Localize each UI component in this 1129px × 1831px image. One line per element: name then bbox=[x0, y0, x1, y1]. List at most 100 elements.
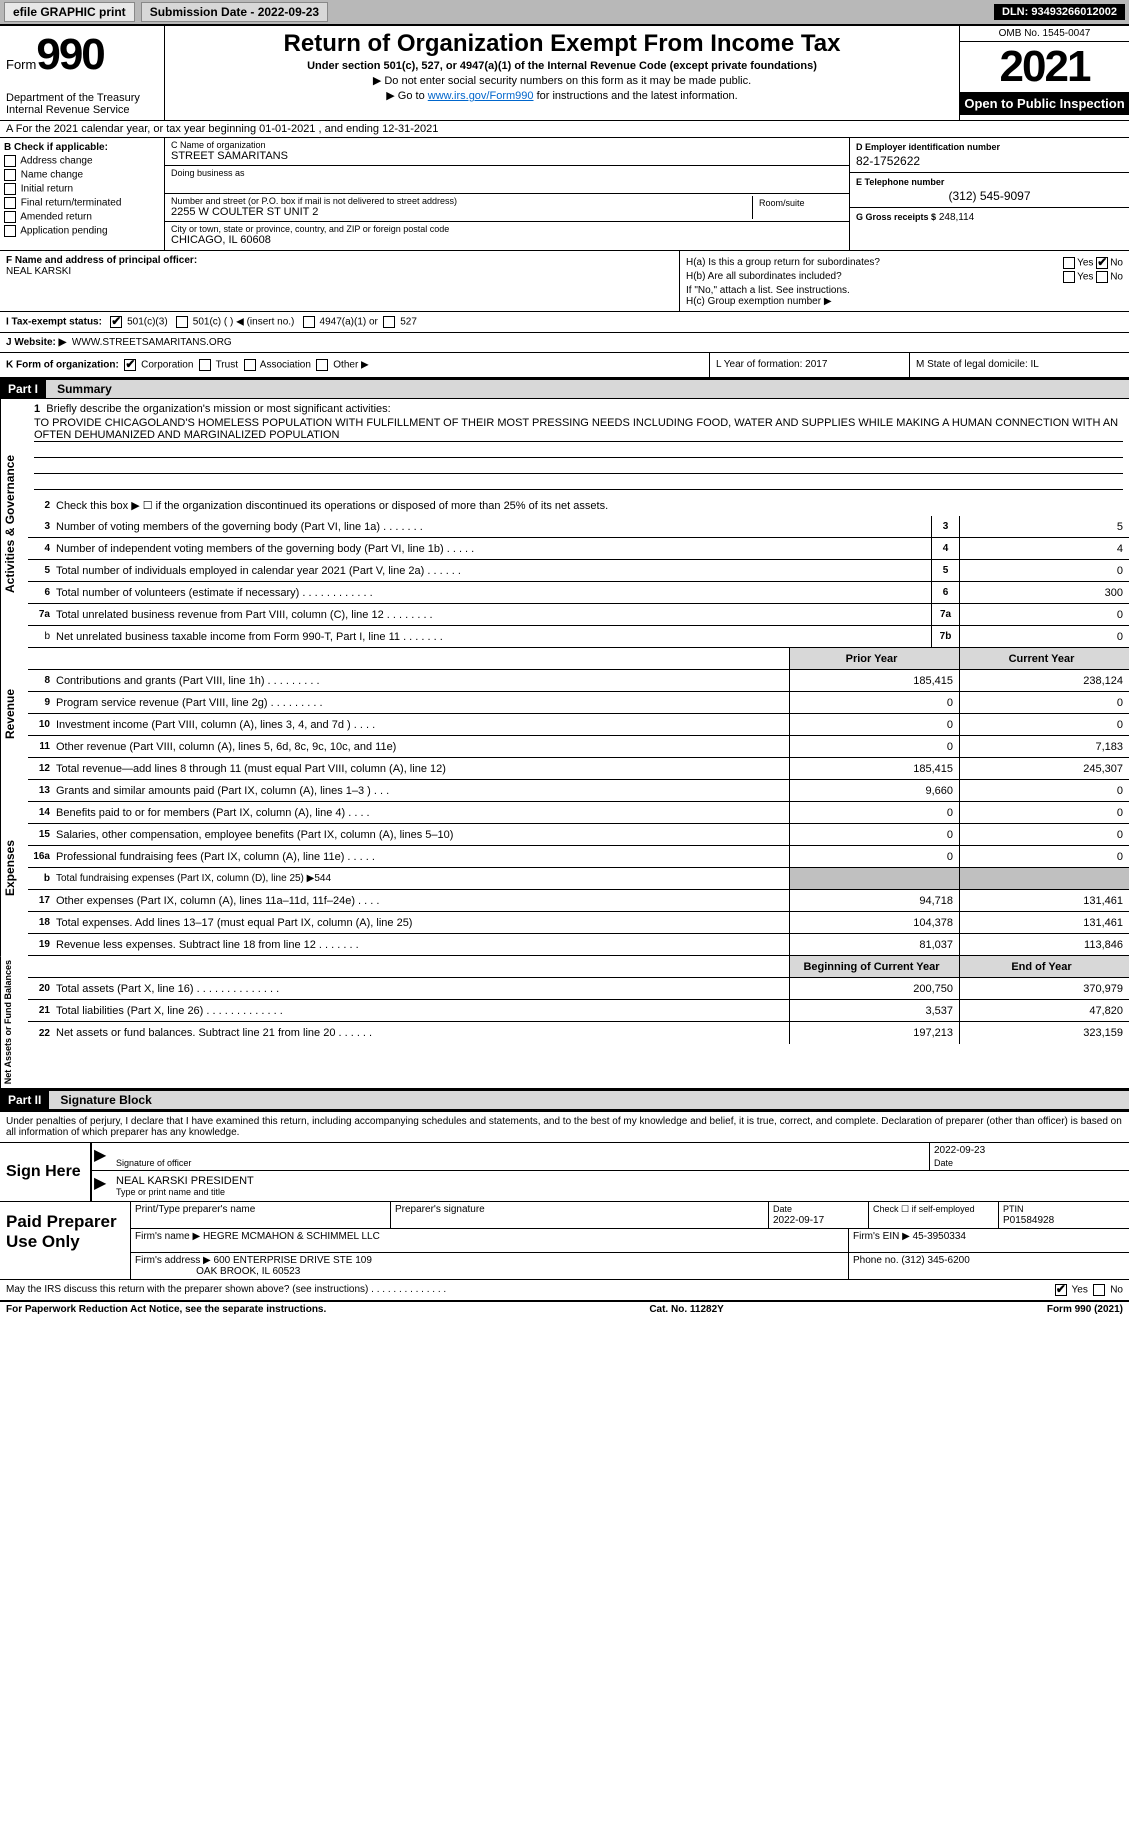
name-label: Type or print name and title bbox=[116, 1187, 1125, 1197]
cb-name-change[interactable] bbox=[4, 169, 16, 181]
cb-assoc[interactable] bbox=[244, 359, 256, 371]
gross-cell: G Gross receipts $ 248,114 bbox=[850, 208, 1129, 227]
line-7a-desc: Total unrelated business revenue from Pa… bbox=[56, 607, 931, 623]
prep-firm-row: Firm's name ▶ HEGRE MCMAHON & SCHIMMEL L… bbox=[131, 1229, 1129, 1253]
line-16a-curr: 0 bbox=[959, 846, 1129, 867]
hb-note: If "No," attach a list. See instructions… bbox=[686, 285, 1123, 296]
line-7b-box: 7b bbox=[931, 626, 959, 647]
efile-print-button[interactable]: efile GRAPHIC print bbox=[4, 2, 135, 22]
ein-label: D Employer identification number bbox=[856, 142, 1123, 152]
discuss-yes[interactable] bbox=[1055, 1284, 1067, 1296]
line-7a-val: 0 bbox=[959, 604, 1129, 625]
discuss-no-lbl: No bbox=[1110, 1285, 1123, 1296]
line-10-curr: 0 bbox=[959, 714, 1129, 735]
form-subtitle: Under section 501(c), 527, or 4947(a)(1)… bbox=[171, 60, 953, 72]
cb-amended[interactable] bbox=[4, 211, 16, 223]
sig-date-value: 2022-09-23 bbox=[934, 1145, 1125, 1156]
line-12: 12Total revenue—add lines 8 through 11 (… bbox=[28, 758, 1129, 780]
line-8: 8Contributions and grants (Part VIII, li… bbox=[28, 670, 1129, 692]
discuss-no[interactable] bbox=[1093, 1284, 1105, 1296]
title-box: Return of Organization Exempt From Incom… bbox=[165, 26, 959, 120]
mission-blank1 bbox=[34, 444, 1123, 458]
firm-addr-label: Firm's address ▶ bbox=[135, 1255, 211, 1266]
line-20: 20Total assets (Part X, line 16) . . . .… bbox=[28, 978, 1129, 1000]
page-footer: For Paperwork Reduction Act Notice, see … bbox=[0, 1300, 1129, 1317]
hc-label: H(c) Group exemption number ▶ bbox=[686, 296, 1123, 307]
street-value: 2255 W COULTER ST UNIT 2 bbox=[171, 206, 752, 218]
note-ssn: ▶ Do not enter social security numbers o… bbox=[171, 74, 953, 87]
lbl-app-pending: Application pending bbox=[20, 226, 107, 237]
line-5-desc: Total number of individuals employed in … bbox=[56, 563, 931, 579]
col-k-form-org: K Form of organization: Corporation Trus… bbox=[0, 353, 709, 377]
prep-h3: Date2022-09-17 bbox=[769, 1202, 869, 1228]
cb-501c3[interactable] bbox=[110, 316, 122, 328]
arrow-icon: ▶ bbox=[92, 1143, 112, 1170]
line-13-desc: Grants and similar amounts paid (Part IX… bbox=[56, 783, 789, 799]
note-pre: ▶ Go to bbox=[386, 90, 427, 102]
form-word: Form bbox=[6, 57, 36, 72]
discuss-row: May the IRS discuss this return with the… bbox=[0, 1279, 1129, 1300]
line-7b-desc: Net unrelated business taxable income fr… bbox=[56, 629, 931, 645]
line-17: 17Other expenses (Part IX, column (A), l… bbox=[28, 890, 1129, 912]
cb-initial-return[interactable] bbox=[4, 183, 16, 195]
line-18-prior: 104,378 bbox=[789, 912, 959, 933]
line-18-curr: 131,461 bbox=[959, 912, 1129, 933]
irs-link[interactable]: www.irs.gov/Form990 bbox=[428, 90, 534, 102]
rev-header: Prior Year Current Year bbox=[28, 648, 1129, 670]
mission-blank2 bbox=[34, 460, 1123, 474]
line-16a: 16aProfessional fundraising fees (Part I… bbox=[28, 846, 1129, 868]
ein-cell: D Employer identification number 82-1752… bbox=[850, 138, 1129, 173]
col-c-org-info: C Name of organization STREET SAMARITANS… bbox=[165, 138, 849, 250]
hb-no[interactable] bbox=[1096, 271, 1108, 283]
year-box: OMB No. 1545-0047 2021 Open to Public In… bbox=[959, 26, 1129, 120]
prep-h2: Preparer's signature bbox=[391, 1202, 769, 1228]
netassets-section: Net Assets or Fund Balances Beginning of… bbox=[0, 956, 1129, 1090]
cb-app-pending[interactable] bbox=[4, 225, 16, 237]
cb-final-return[interactable] bbox=[4, 197, 16, 209]
line-6: 6Total number of volunteers (estimate if… bbox=[28, 582, 1129, 604]
cb-4947[interactable] bbox=[303, 316, 315, 328]
cb-address-change[interactable] bbox=[4, 155, 16, 167]
line-11: 11Other revenue (Part VIII, column (A), … bbox=[28, 736, 1129, 758]
tax-year: 2021 bbox=[960, 42, 1129, 92]
line-19: 19Revenue less expenses. Subtract line 1… bbox=[28, 934, 1129, 956]
col-b-title: B Check if applicable: bbox=[4, 142, 160, 153]
line-17-prior: 94,718 bbox=[789, 890, 959, 911]
row-klm: K Form of organization: Corporation Trus… bbox=[0, 352, 1129, 379]
footer-right: Form 990 (2021) bbox=[1047, 1304, 1123, 1315]
cb-other[interactable] bbox=[316, 359, 328, 371]
lbl-final-return: Final return/terminated bbox=[21, 198, 122, 209]
firm-ein: 45-3950334 bbox=[913, 1231, 966, 1242]
cb-trust[interactable] bbox=[199, 359, 211, 371]
line-8-desc: Contributions and grants (Part VIII, lin… bbox=[56, 673, 789, 689]
line-6-box: 6 bbox=[931, 582, 959, 603]
name-row: ▶ NEAL KARSKI PRESIDENT Type or print na… bbox=[92, 1171, 1129, 1199]
lbl-name-change: Name change bbox=[21, 170, 83, 181]
street-cell: Number and street (or P.O. box if mail i… bbox=[171, 196, 753, 219]
col-l-year: L Year of formation: 2017 bbox=[709, 353, 909, 377]
line-8-prior: 185,415 bbox=[789, 670, 959, 691]
prep-h4: Check ☐ if self-employed bbox=[869, 1202, 999, 1228]
lbl-corp: Corporation bbox=[141, 360, 193, 371]
hb-row: H(b) Are all subordinates included? Yes … bbox=[686, 271, 1123, 283]
hb-yes[interactable] bbox=[1063, 271, 1075, 283]
line-10-desc: Investment income (Part VIII, column (A)… bbox=[56, 717, 789, 733]
line-18: 18Total expenses. Add lines 13–17 (must … bbox=[28, 912, 1129, 934]
line-6-desc: Total number of volunteers (estimate if … bbox=[56, 585, 931, 601]
expenses-section: Expenses 13Grants and similar amounts pa… bbox=[0, 780, 1129, 956]
line-14-prior: 0 bbox=[789, 802, 959, 823]
line-14-curr: 0 bbox=[959, 802, 1129, 823]
line-21-prior: 3,537 bbox=[789, 1000, 959, 1021]
org-name: STREET SAMARITANS bbox=[171, 150, 843, 162]
k-label: K Form of organization: bbox=[6, 360, 119, 371]
firm-ein-label: Firm's EIN ▶ bbox=[853, 1231, 910, 1242]
section-bcd: B Check if applicable: Address change Na… bbox=[0, 137, 1129, 250]
line-13-prior: 9,660 bbox=[789, 780, 959, 801]
cb-corp[interactable] bbox=[124, 359, 136, 371]
line-3: 3Number of voting members of the governi… bbox=[28, 516, 1129, 538]
line-3-desc: Number of voting members of the governin… bbox=[56, 519, 931, 535]
cb-501c[interactable] bbox=[176, 316, 188, 328]
cb-527[interactable] bbox=[383, 316, 395, 328]
ha-yes[interactable] bbox=[1063, 257, 1075, 269]
ha-no[interactable] bbox=[1096, 257, 1108, 269]
